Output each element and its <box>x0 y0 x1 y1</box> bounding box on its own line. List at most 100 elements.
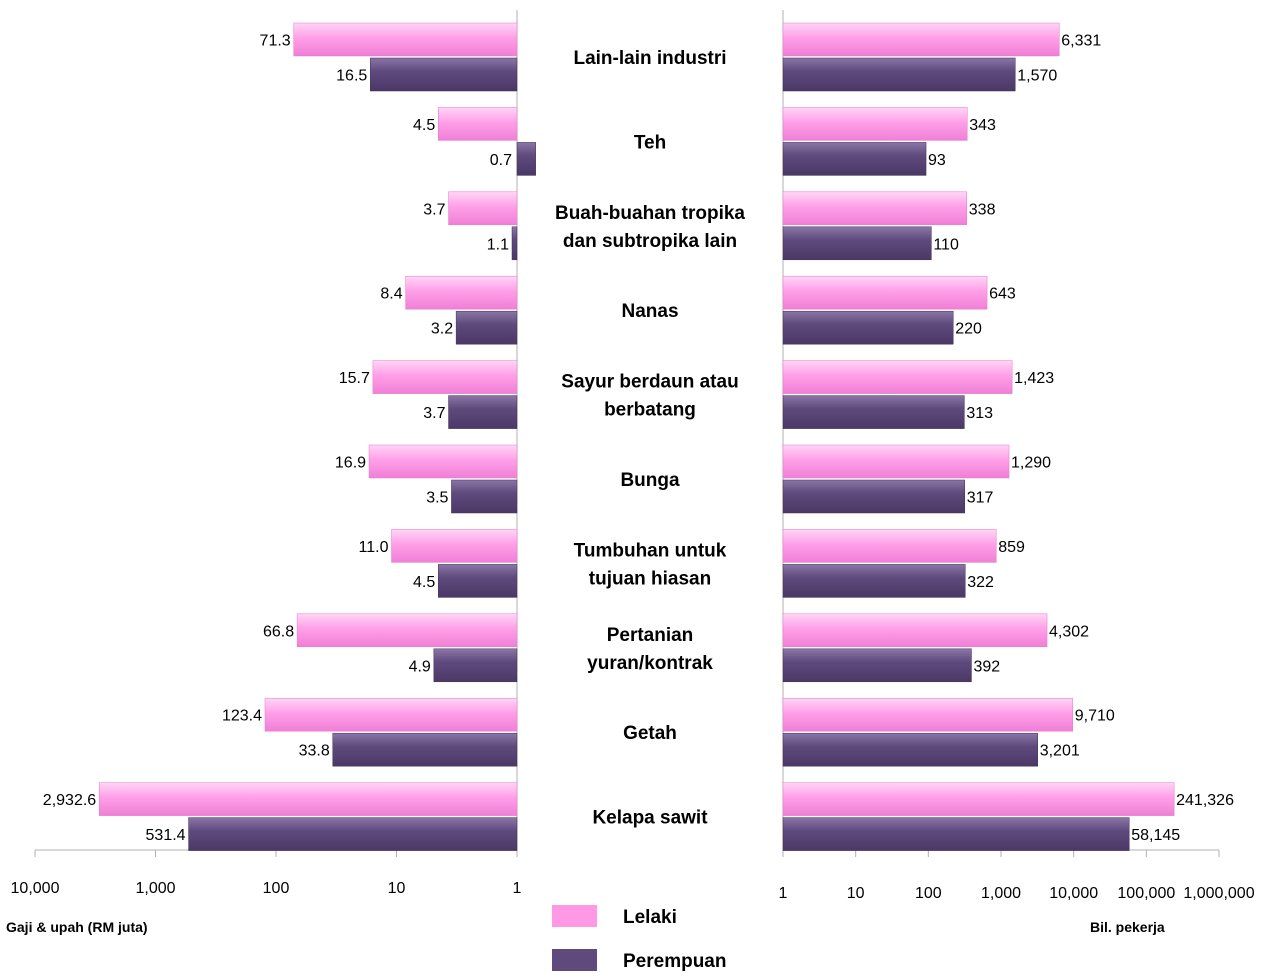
left-value-label-perempuan: 1.1 <box>487 236 509 253</box>
right-bar-perempuan-nanas <box>783 311 953 344</box>
left-value-label-lelaki: 4.5 <box>413 117 435 134</box>
right-value-label-perempuan: 110 <box>933 236 959 253</box>
left-bar-perempuan-kelapa-sawit <box>189 818 517 851</box>
left-bar-perempuan-bunga <box>451 480 517 513</box>
right-bar-lelaki-sayur-berdaun-atau-berbatang <box>783 361 1012 394</box>
category-label-buah-buahan-tropika-dan-subtropika-lain: dan subtropika lain <box>563 231 737 252</box>
right-value-label-perempuan: 313 <box>966 405 993 422</box>
right-bar-lelaki-getah <box>783 698 1073 731</box>
left-value-label-perempuan: 16.5 <box>336 68 367 85</box>
right-bar-perempuan-tumbuhan-untuk-tujuan-hiasan <box>783 564 965 597</box>
left-value-label-perempuan: 4.5 <box>413 574 435 591</box>
right-value-label-perempuan: 392 <box>973 658 1000 675</box>
left-axis-title: Gaji & upah (RM juta) <box>6 919 148 935</box>
right-value-label-lelaki: 4,302 <box>1049 623 1089 640</box>
right-bar-perempuan-teh <box>783 142 926 175</box>
right-tick-label: 10,000 <box>1049 885 1098 902</box>
left-bar-perempuan-pertanian-yuran-kontrak <box>434 649 517 682</box>
left-tick-label: 100 <box>263 880 290 897</box>
right-value-label-lelaki: 643 <box>989 286 1016 303</box>
right-bar-lelaki-lain-lain-industri <box>783 23 1059 56</box>
left-bar-lelaki-tumbuhan-untuk-tujuan-hiasan <box>392 529 517 562</box>
right-value-label-perempuan: 3,201 <box>1040 743 1080 760</box>
left-tick-label: 1 <box>513 880 522 897</box>
left-value-label-lelaki: 2,932.6 <box>43 792 96 809</box>
right-value-label-lelaki: 338 <box>969 201 996 218</box>
right-value-label-perempuan: 317 <box>967 490 994 507</box>
legend-label-lelaki: Lelaki <box>623 907 677 928</box>
right-bar-lelaki-tumbuhan-untuk-tujuan-hiasan <box>783 529 996 562</box>
left-bar-perempuan-tumbuhan-untuk-tujuan-hiasan <box>438 564 517 597</box>
right-bar-lelaki-buah-buahan-tropika-dan-subtropika-lain <box>783 192 967 225</box>
left-value-label-lelaki: 71.3 <box>260 33 291 50</box>
left-tick-label: 1,000 <box>135 880 175 897</box>
left-value-label-perempuan: 3.7 <box>423 405 445 422</box>
left-value-label-perempuan: 4.9 <box>409 658 431 675</box>
right-tick-label: 1,000,000 <box>1183 885 1254 902</box>
right-bar-perempuan-sayur-berdaun-atau-berbatang <box>783 396 964 429</box>
right-axis-title: Bil. pekerja <box>1090 919 1165 935</box>
left-value-label-lelaki: 8.4 <box>380 286 402 303</box>
right-bar-perempuan-lain-lain-industri <box>783 58 1015 91</box>
category-label-nanas: Nanas <box>621 301 678 322</box>
right-tick-label: 100,000 <box>1117 885 1175 902</box>
right-value-label-lelaki: 9,710 <box>1075 708 1115 725</box>
legend-swatch-perempuan <box>552 949 597 971</box>
right-tick-label: 1,000 <box>981 885 1021 902</box>
right-bar-perempuan-getah <box>783 733 1038 766</box>
category-label-pertanian-yuran-kontrak: yuran/kontrak <box>587 653 713 674</box>
left-value-label-perempuan: 3.2 <box>431 321 453 338</box>
category-label-lain-lain-industri: Lain-lain industri <box>573 48 726 69</box>
left-value-label-perempuan: 0.7 <box>490 152 512 169</box>
left-value-label-lelaki: 11.0 <box>359 539 389 556</box>
right-bar-perempuan-pertanian-yuran-kontrak <box>783 649 971 682</box>
right-value-label-perempuan: 1,570 <box>1017 68 1057 85</box>
left-tick-label: 10 <box>388 880 406 897</box>
left-bar-perempuan-teh <box>517 142 536 175</box>
left-bar-lelaki-getah <box>265 698 517 731</box>
right-bar-lelaki-kelapa-sawit <box>783 783 1174 816</box>
category-label-getah: Getah <box>623 723 677 744</box>
right-value-label-perempuan: 58,145 <box>1131 827 1180 844</box>
category-label-teh: Teh <box>634 132 666 153</box>
right-bar-lelaki-pertanian-yuran-kontrak <box>783 614 1047 647</box>
right-value-label-perempuan: 322 <box>967 574 994 591</box>
right-value-label-lelaki: 1,290 <box>1011 455 1051 472</box>
left-bar-perempuan-nanas <box>456 311 517 344</box>
left-value-label-lelaki: 123.4 <box>222 708 262 725</box>
left-bar-lelaki-nanas <box>406 276 517 309</box>
legend-label-perempuan: Perempuan <box>623 951 726 972</box>
right-bar-perempuan-buah-buahan-tropika-dan-subtropika-lain <box>783 227 931 260</box>
left-value-label-perempuan: 33.8 <box>299 743 330 760</box>
left-bar-lelaki-pertanian-yuran-kontrak <box>297 614 517 647</box>
right-value-label-lelaki: 241,326 <box>1176 792 1234 809</box>
left-bar-perempuan-lain-lain-industri <box>370 58 517 91</box>
left-bar-perempuan-sayur-berdaun-atau-berbatang <box>449 396 517 429</box>
category-label-sayur-berdaun-atau-berbatang: Sayur berdaun atau <box>561 372 738 393</box>
right-bar-lelaki-teh <box>783 107 967 140</box>
left-tick-label: 10,000 <box>11 880 60 897</box>
right-value-label-perempuan: 220 <box>955 321 982 338</box>
right-value-label-perempuan: 93 <box>928 152 946 169</box>
left-bar-lelaki-sayur-berdaun-atau-berbatang <box>373 361 517 394</box>
left-value-label-lelaki: 66.8 <box>263 623 294 640</box>
left-bar-lelaki-bunga <box>369 445 517 478</box>
left-value-label-perempuan: 531.4 <box>146 827 186 844</box>
right-tick-label: 10 <box>847 885 865 902</box>
left-value-label-lelaki: 3.7 <box>423 201 445 218</box>
left-value-label-lelaki: 16.9 <box>335 455 366 472</box>
legend-swatch-lelaki <box>552 905 597 927</box>
category-label-sayur-berdaun-atau-berbatang: berbatang <box>604 400 696 421</box>
left-bar-perempuan-buah-buahan-tropika-dan-subtropika-lain <box>512 227 517 260</box>
right-bar-perempuan-bunga <box>783 480 965 513</box>
left-value-label-lelaki: 15.7 <box>339 370 370 387</box>
right-value-label-lelaki: 6,331 <box>1061 33 1101 50</box>
right-value-label-lelaki: 1,423 <box>1014 370 1054 387</box>
category-label-buah-buahan-tropika-dan-subtropika-lain: Buah-buahan tropika <box>555 203 745 224</box>
left-bar-perempuan-getah <box>333 733 517 766</box>
right-bar-lelaki-bunga <box>783 445 1009 478</box>
left-bar-lelaki-kelapa-sawit <box>99 783 517 816</box>
category-label-tumbuhan-untuk-tujuan-hiasan: Tumbuhan untuk <box>574 540 727 561</box>
right-bar-perempuan-kelapa-sawit <box>783 818 1129 851</box>
